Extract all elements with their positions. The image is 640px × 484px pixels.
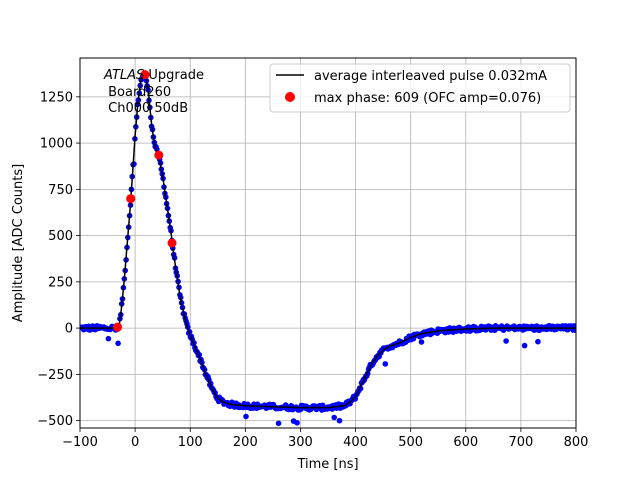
- y-axis-label: Amplitude [ADC Counts]: [11, 164, 26, 322]
- y-tick-label: −250: [37, 368, 73, 383]
- annotation-line-2: Board260: [104, 85, 171, 100]
- y-tick-label: 0: [65, 322, 73, 337]
- max-phase-point: [167, 238, 177, 248]
- max-phase-point: [112, 322, 122, 332]
- x-tick-label: 500: [398, 435, 423, 450]
- x-tick-label: 800: [564, 435, 589, 450]
- plot-frame: [79, 57, 577, 429]
- sample-point: [294, 420, 300, 426]
- y-tick-label: 750: [48, 183, 73, 198]
- legend-box: [269, 63, 571, 113]
- x-tick-label: 700: [508, 435, 533, 450]
- x-tick-label: 0: [131, 435, 139, 450]
- annotation-line-1: ATLAS Upgrade: [103, 68, 204, 83]
- x-tick-label: 300: [288, 435, 313, 450]
- x-tick-label: 200: [233, 435, 258, 450]
- annotation-line-3: Ch000 50dB: [104, 101, 188, 116]
- sample-point: [521, 342, 528, 349]
- sample-point: [535, 338, 541, 345]
- annotation-atlas: ATLAS: [103, 68, 144, 83]
- max-phase-points: [112, 70, 177, 332]
- x-tick-label: 600: [453, 435, 478, 450]
- y-tick-label: 250: [48, 275, 73, 290]
- sample-point: [275, 420, 282, 427]
- sample-point: [503, 338, 509, 344]
- sample-point: [115, 340, 121, 347]
- x-axis-label: Time [ns]: [296, 457, 358, 472]
- annotation-upgrade: Upgrade: [144, 68, 204, 83]
- sample-point: [336, 417, 343, 424]
- max-phase-point: [154, 150, 164, 160]
- y-tick-label: 1000: [40, 137, 73, 152]
- sample-point: [105, 335, 112, 342]
- average-line-group: [80, 71, 576, 409]
- legend-label-average: average interleaved pulse 0.032mA: [314, 69, 547, 84]
- max-phase-point: [140, 70, 150, 80]
- x-axis-ticks: −100 0 100 200 300 400 500 600 700 800: [62, 428, 588, 450]
- sample-point: [243, 413, 249, 420]
- sample-point: [418, 339, 425, 345]
- sample-point: [382, 361, 389, 367]
- y-tick-label: −500: [37, 414, 73, 429]
- x-tick-label: 400: [343, 435, 368, 450]
- x-tick-label: −100: [62, 435, 98, 450]
- annotation: ATLAS Upgrade Board260 Ch000 50dB: [103, 68, 204, 116]
- legend: average interleaved pulse 0.032mA max ph…: [269, 63, 571, 113]
- legend-red-marker: [285, 92, 295, 102]
- y-tick-label: 1250: [40, 90, 73, 105]
- y-tick-label: 500: [48, 229, 73, 244]
- max-phase-point: [126, 194, 136, 204]
- legend-label-max-phase: max phase: 609 (OFC amp=0.076): [314, 91, 541, 106]
- x-tick-label: 100: [178, 435, 203, 450]
- average-pulse-line: [80, 71, 576, 409]
- y-axis-ticks: −500 −250 0 250 500 750 1000 1250: [37, 90, 80, 429]
- sample-point: [331, 414, 338, 421]
